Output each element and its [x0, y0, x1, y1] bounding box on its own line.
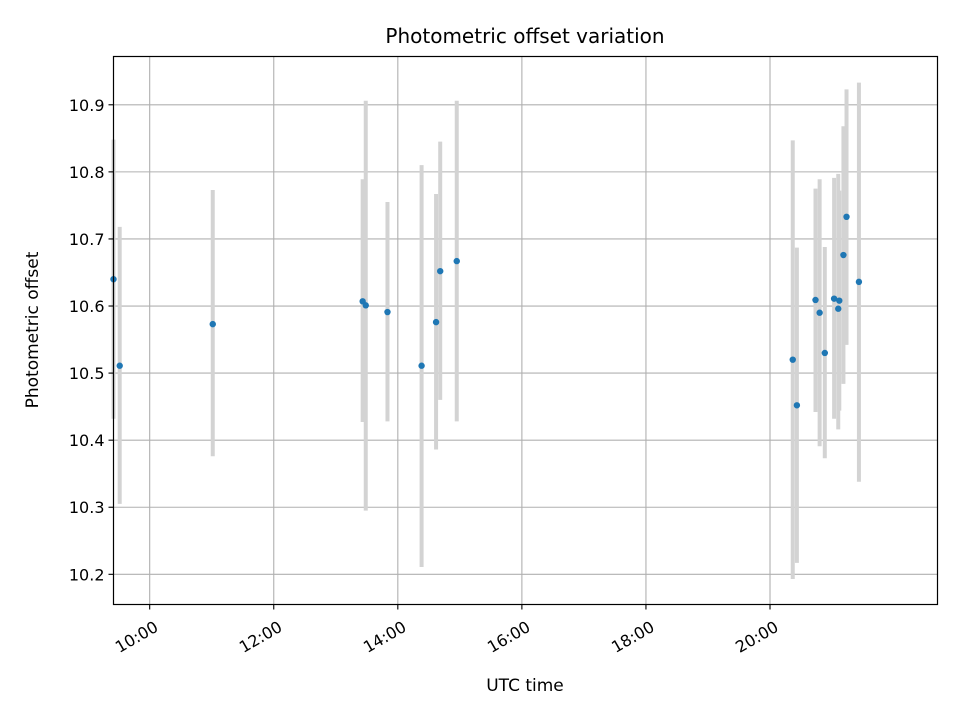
data-point [453, 257, 460, 265]
data-point [843, 213, 850, 221]
plot-area-frame [112, 55, 939, 606]
data-point [830, 295, 838, 302]
y-tick-label: 10.4 [69, 431, 105, 450]
x-axis-label: UTC time [486, 676, 564, 696]
data-point [812, 296, 819, 304]
data-point [209, 320, 216, 328]
y-tick-label: 10.3 [69, 498, 105, 517]
y-tick-label: 10.5 [69, 364, 105, 383]
point-layer [110, 213, 863, 409]
y-tick-label: 10.8 [69, 163, 105, 182]
data-point [418, 362, 425, 369]
y-axis-label: Photometric offset [23, 251, 43, 408]
grid-layer [113, 56, 938, 605]
y-tick-label: 10.7 [69, 230, 105, 249]
data-point [855, 278, 863, 286]
data-point [835, 305, 842, 312]
data-point [384, 308, 391, 316]
data-point [840, 251, 847, 259]
data-point [362, 302, 369, 309]
data-point [821, 349, 829, 357]
data-point [437, 267, 444, 275]
data-point [836, 297, 843, 304]
data-point [793, 402, 801, 409]
chart-title: Photometric offset variation [385, 24, 664, 48]
data-point [816, 309, 823, 316]
y-tick-label: 10.9 [69, 96, 105, 115]
y-tick-label: 10.6 [69, 297, 105, 316]
y-tick-label: 10.2 [69, 565, 105, 584]
data-point [432, 318, 440, 326]
data-point [116, 362, 123, 369]
data-point [789, 356, 796, 363]
